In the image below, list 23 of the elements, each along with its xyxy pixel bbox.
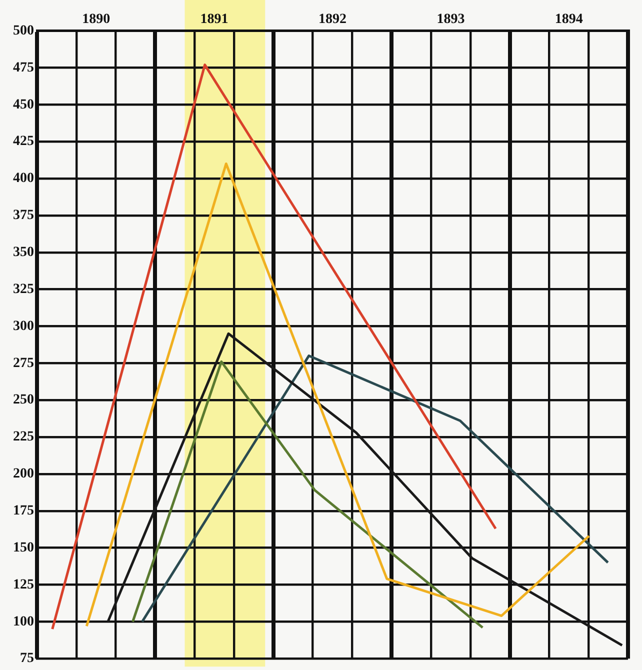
y-tick-label: 275: [13, 356, 34, 371]
y-tick-label: 450: [13, 97, 34, 112]
y-tick-label: 100: [13, 614, 34, 630]
y-tick-label: 325: [13, 282, 34, 297]
x-tick-label: 1890: [82, 12, 110, 28]
y-tick-label: 375: [13, 208, 34, 224]
x-tick-label: 1892: [318, 12, 346, 28]
y-tick-label: 475: [13, 60, 34, 76]
y-tick-label: 175: [13, 503, 34, 518]
y-tick-label: 400: [13, 171, 34, 186]
x-tick-label: 1894: [554, 12, 583, 28]
y-tick-label: 300: [13, 318, 34, 334]
y-tick-label: 125: [13, 577, 34, 592]
x-tick-label: 1893: [436, 12, 465, 28]
x-tick-label: 1891: [200, 12, 228, 28]
y-tick-label: 75: [20, 651, 34, 666]
y-tick-label: 250: [13, 392, 34, 408]
y-tick-label: 350: [13, 244, 34, 260]
y-tick-label: 150: [13, 540, 34, 556]
y-tick-label: 500: [13, 23, 34, 38]
y-tick-label: 425: [13, 134, 34, 150]
y-tick-label: 200: [13, 466, 34, 482]
y-tick-label: 225: [13, 430, 34, 445]
